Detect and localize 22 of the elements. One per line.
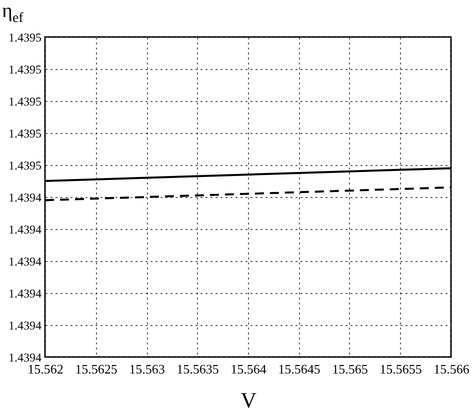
y-tick-label: 1.4394 bbox=[8, 222, 42, 236]
x-axis-title: V bbox=[240, 388, 257, 410]
x-tick-label: 15.566 bbox=[434, 362, 470, 376]
x-tick-label: 15.5655 bbox=[380, 362, 422, 376]
y-tick-label: 1.4394 bbox=[8, 286, 42, 300]
x-tick-label: 15.5635 bbox=[176, 362, 219, 376]
y-axis-title: η$_{ef}$ bbox=[2, 0, 24, 27]
x-tick-label: 15.562 bbox=[28, 362, 64, 376]
y-tick-label: 1.4395 bbox=[8, 30, 42, 44]
y-tick-label: 1.4395 bbox=[8, 94, 42, 108]
x-tick-label: 15.565 bbox=[332, 362, 368, 376]
x-tick-label: 15.5645 bbox=[278, 362, 320, 376]
y-tick-label: 1.4394 bbox=[8, 350, 42, 364]
y-tick-label: 1.4395 bbox=[8, 126, 42, 140]
y-tick-label: 1.4394 bbox=[8, 318, 42, 332]
y-tick-label: 1.4394 bbox=[8, 190, 42, 204]
x-tick-label: 15.564 bbox=[230, 362, 267, 376]
y-tick-label: 1.4394 bbox=[8, 254, 42, 268]
x-tick-label: 15.5625 bbox=[75, 362, 118, 376]
y-tick-label: 1.4395 bbox=[8, 158, 42, 172]
y-tick-label: 1.4395 bbox=[8, 62, 42, 76]
x-tick-label: 15.563 bbox=[129, 362, 165, 376]
